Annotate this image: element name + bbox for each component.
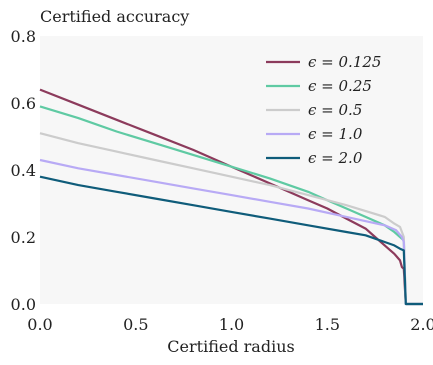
- x-tick-label: 1.0: [219, 315, 244, 334]
- plot-background: [40, 36, 423, 304]
- legend-label-1: ϵ = 0.125: [308, 53, 381, 71]
- y-tick-label: 0.6: [11, 94, 36, 113]
- x-tick-label: 1.5: [315, 315, 340, 334]
- axis-layer: 0.0 0.5 1.0 1.5 2.0 0.0 0.2 0.4 0.6 0.8: [11, 27, 433, 334]
- y-tick-label: 0.8: [11, 27, 36, 46]
- x-axis-label: Certified radius: [167, 337, 294, 356]
- y-tick-label: 0.2: [11, 228, 36, 247]
- legend-label-3: ϵ = 0.5: [308, 101, 362, 119]
- legend-label-2: ϵ = 0.25: [308, 77, 372, 95]
- series-line-3: [39, 132, 423, 306]
- series-line-5: [39, 175, 423, 306]
- x-tick-label: 0.5: [123, 315, 148, 334]
- series-line-1: [39, 88, 423, 306]
- series-layer: [39, 88, 423, 306]
- legend-label-5: ϵ = 2.0: [308, 149, 363, 167]
- y-tick-label: 0.0: [11, 295, 36, 314]
- x-tick-label: 0.0: [27, 315, 52, 334]
- legend-label-4: ϵ = 1.0: [308, 125, 363, 143]
- x-tick-label: 2.0: [410, 315, 433, 334]
- series-line-4: [39, 158, 423, 306]
- legend: ϵ = 0.125 ϵ = 0.25 ϵ = 0.5 ϵ = 1.0 ϵ = 2.0: [266, 53, 381, 167]
- y-axis-label: Certified accuracy: [40, 7, 189, 26]
- y-tick-label: 0.4: [11, 161, 36, 180]
